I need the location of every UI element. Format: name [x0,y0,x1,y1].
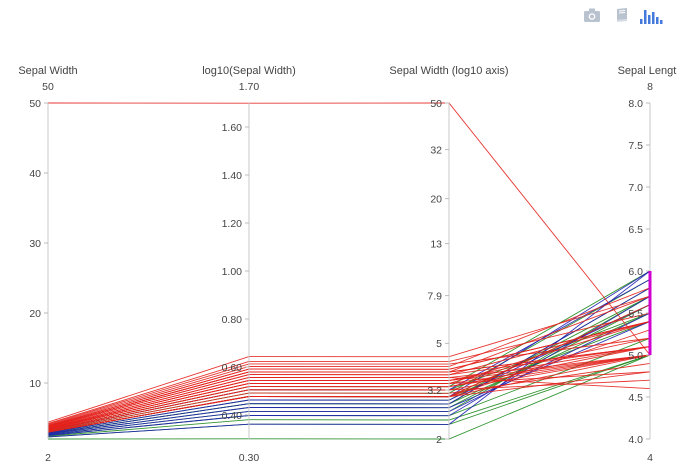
axis-2[interactable]: log10(Sepal Width) 1.70 0.30 0.40 0.60 0.80 1.… [202,65,296,464]
axis-title[interactable]: log10(Sepal Width) [202,65,296,77]
axis-3[interactable]: Sepal Width (log10 axis) 2 3.2 5 7.9 13 20 32 50 [389,65,508,446]
axis-range-max: 50 [42,81,54,93]
data-line-red [47,102,651,356]
axis-4[interactable]: Sepal Length 8 4 4.0 4.5 5.0 5.5 6.0 6.5 7.0 7.5 8.… [618,65,677,464]
modebar [577,4,667,26]
data-line-green [47,354,651,437]
axis-range-max: 8 [647,81,653,93]
data-line-red [47,320,651,427]
data-line-blue [47,320,651,435]
data-line-red [47,354,651,431]
tick-label: 1.20 [222,218,243,230]
tick-label: 1.00 [222,266,243,278]
tick-label: 5.0 [628,350,643,362]
data-line-red [47,377,651,429]
axis-title[interactable]: Sepal Length [618,65,677,77]
tick-label: 7.0 [628,182,643,194]
tick-label: 6.0 [628,266,643,278]
tick-label: 4.5 [628,392,643,404]
data-line-red [47,295,651,423]
data-line-red [47,304,651,433]
axis-title[interactable]: Sepal Width [18,65,77,77]
data-line-red [47,346,651,428]
tick-label: 1.40 [222,170,243,182]
data-line-red [47,337,651,429]
data-lines [47,102,651,440]
data-line-red [47,362,651,432]
data-line-blue [47,295,651,436]
tick-label: 32 [430,144,442,156]
tick-label: 10 [29,378,41,390]
tick-label: 3.2 [427,385,442,397]
data-line-red [47,354,651,429]
tick-label: 2 [436,434,442,446]
data-line-red [47,320,651,430]
axis-range-min: 4 [647,452,653,464]
tick-label: 5.5 [628,308,643,320]
axis-1[interactable]: Sepal Width 50 2 10 20 30 40 50 [18,65,77,464]
tick-label: 7.5 [628,140,643,152]
axis-brush[interactable] [648,271,652,355]
tick-label: 30 [29,238,41,250]
axis-range-min: 0.30 [239,452,260,464]
data-line-red [47,312,651,425]
tick-label: 20 [430,193,442,205]
data-line-blue [47,287,651,434]
tick-label: 20 [29,308,41,320]
tick-label: 0.60 [222,362,243,374]
axis-range-min: 2 [45,452,51,464]
download-plot-button[interactable] [577,4,607,26]
bar-chart-icon [640,10,663,24]
tick-label: 0.40 [222,410,243,422]
data-line-red [47,354,651,429]
tick-label: 13 [430,238,442,250]
tick-label: 1.60 [222,122,243,134]
tick-label: 7.9 [427,290,442,302]
axes-layer: Sepal Width 50 2 10 20 30 40 50 log10(Sepal Widt… [18,65,677,464]
data-line-red [47,354,651,432]
tick-label: 4.0 [628,434,643,446]
data-line-red [47,287,651,426]
tick-label: 6.5 [628,224,643,236]
tick-label: 50 [430,98,442,110]
edit-in-chart-studio-button[interactable] [607,4,637,26]
tick-label: 40 [29,168,41,180]
tick-label: 5 [436,338,442,350]
book-icon [617,8,627,22]
data-line-blue [47,312,651,436]
tick-label: 0.80 [222,314,243,326]
tick-label: 50 [29,98,41,110]
plotly-logo-button[interactable] [637,4,667,26]
data-line-red [47,354,651,430]
axis-range-max: 1.70 [239,81,260,93]
axis-title[interactable]: Sepal Width (log10 axis) [389,65,508,77]
camera-icon [584,8,600,22]
tick-label: 8.0 [628,98,643,110]
data-line-green [47,354,651,440]
data-line-red [47,337,651,425]
